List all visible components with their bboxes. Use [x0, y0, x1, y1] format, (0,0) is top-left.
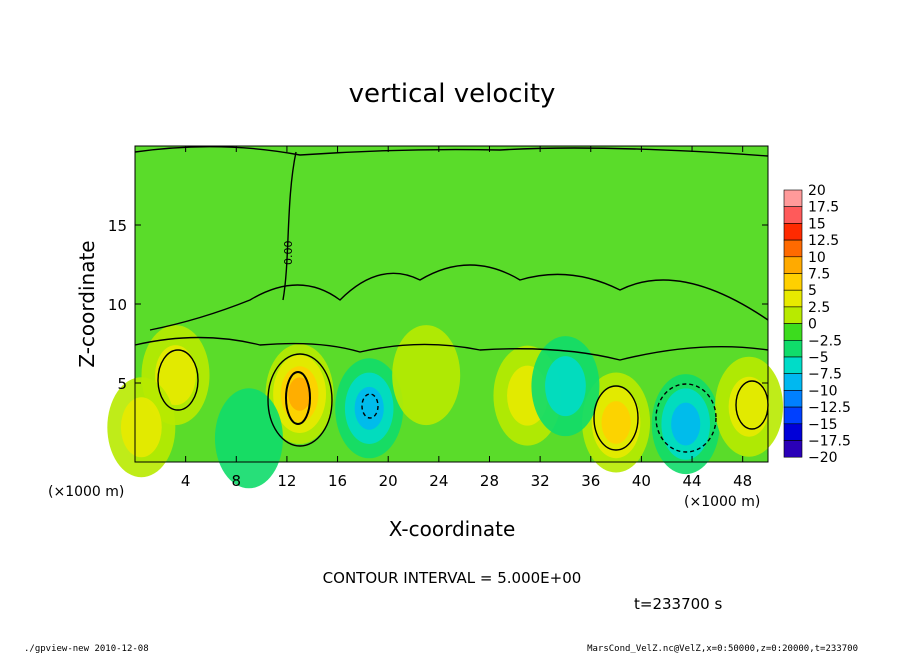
colorbar-swatch: [783, 206, 803, 224]
colorbar-label: −15: [808, 417, 838, 433]
feature-7-level-1: [728, 376, 770, 437]
y-tick-label: 10: [108, 296, 127, 314]
contour-lower-level: [134, 336, 769, 361]
colorbar-swatch: [783, 356, 803, 375]
x-axis-label: X-coordinate: [389, 517, 516, 541]
x-tick-label: 28: [480, 472, 499, 490]
feature-3-level-2: [671, 402, 701, 446]
x-unit-left: (×1000 m): [48, 484, 124, 500]
contour-warm-ring: [267, 353, 333, 447]
colorbar-swatch: [783, 256, 803, 274]
colorbar-swatch: [783, 390, 803, 408]
y-axis-ticks: 5 10 15: [108, 217, 768, 393]
contour-right-cell: [593, 385, 639, 451]
colorbar-swatch: [783, 440, 803, 458]
colorbar-label: −20: [808, 450, 838, 466]
colorbar-label: 20: [808, 183, 826, 199]
x-tick-label: 44: [682, 472, 701, 490]
plot-area: 0.00: [107, 145, 784, 489]
contour-zero-column: [282, 151, 297, 301]
colorbar-swatch: [783, 189, 803, 208]
contour-zero-label: 0.00: [282, 241, 295, 266]
colorbar-label: 2.5: [808, 300, 830, 316]
feature-2-level-2: [601, 401, 631, 444]
colorbar-swatch: [783, 223, 803, 241]
feature-0-level-3: [288, 377, 311, 411]
contour-cool-core: [361, 393, 379, 419]
colorbar-label: 5: [808, 283, 817, 299]
colorbar-label: 0: [808, 317, 817, 333]
x-tick-label: 36: [581, 472, 600, 490]
time-note: t=233700 s: [634, 595, 722, 613]
colorbar-label: 15: [808, 216, 826, 232]
colorbar-label: −17.5: [808, 434, 851, 450]
y-tick-label: 15: [108, 217, 127, 235]
x-unit-right: (×1000 m): [684, 494, 760, 510]
contour-interval-note: CONTOUR INTERVAL = 5.000E+00: [323, 569, 582, 587]
x-axis-ticks: 4 8 12 16 20 24 28 32 36 40 44 48: [181, 146, 752, 490]
x-tick-label: 32: [531, 472, 550, 490]
x-tick-label: 24: [429, 472, 448, 490]
x-tick-label: 12: [277, 472, 296, 490]
colorbar-label: −12.5: [808, 400, 851, 416]
y-axis-label: Z-coordinate: [75, 240, 99, 367]
colorbar-swatch: [783, 373, 803, 391]
colorbar-label: −2.5: [808, 333, 842, 349]
colorbar-swatch: [783, 339, 803, 358]
feature-9-level-0: [214, 388, 283, 489]
colorbar-swatch: [783, 306, 803, 324]
colorbar-label: −10: [808, 383, 838, 399]
colorbar-label: 7.5: [808, 267, 830, 283]
feature-10-level-0: [392, 325, 461, 426]
y-tick-label: 5: [117, 375, 127, 393]
colorbar-swatch: [783, 289, 803, 308]
contour-cool-right: [655, 383, 717, 453]
velocity-features: [107, 325, 784, 489]
x-tick-label: 16: [328, 472, 347, 490]
feature-8-level-1: [120, 397, 162, 458]
colorbar: 2017.51512.5107.552.50−2.5−5−7.5−10−12.5…: [783, 183, 851, 466]
colorbar-swatch: [783, 406, 803, 425]
x-tick-label: 48: [733, 472, 752, 490]
contour-warm-core: [285, 371, 311, 425]
colorbar-label: 17.5: [808, 200, 839, 216]
feature-4-level-1: [155, 345, 196, 406]
x-tick-label: 20: [379, 472, 398, 490]
contour-mid-level: [149, 264, 769, 331]
colorbar-swatch: [783, 239, 803, 258]
x-tick-label: 8: [232, 472, 242, 490]
contour-zero-upper: [134, 145, 769, 157]
colorbar-swatch: [783, 423, 803, 441]
colorbar-label: 10: [808, 250, 826, 266]
contour-left-cell: [157, 349, 199, 411]
colorbar-label: 12.5: [808, 233, 839, 249]
chart-title: vertical velocity: [349, 79, 556, 109]
x-tick-label: 40: [632, 472, 651, 490]
footer-right: MarsCond_VelZ.nc@VelZ,x=0:50000,z=0:2000…: [587, 644, 858, 654]
feature-6-level-1: [545, 356, 586, 417]
contour-lines: [134, 145, 769, 453]
x-tick-label: 4: [181, 472, 191, 490]
colorbar-label: −5: [808, 350, 829, 366]
colorbar-swatch: [783, 273, 803, 291]
colorbar-label: −7.5: [808, 367, 842, 383]
footer-left: ./gpview-new 2010-12-08: [24, 644, 149, 654]
colorbar-swatch: [783, 323, 803, 341]
feature-1-level-2: [354, 386, 384, 430]
